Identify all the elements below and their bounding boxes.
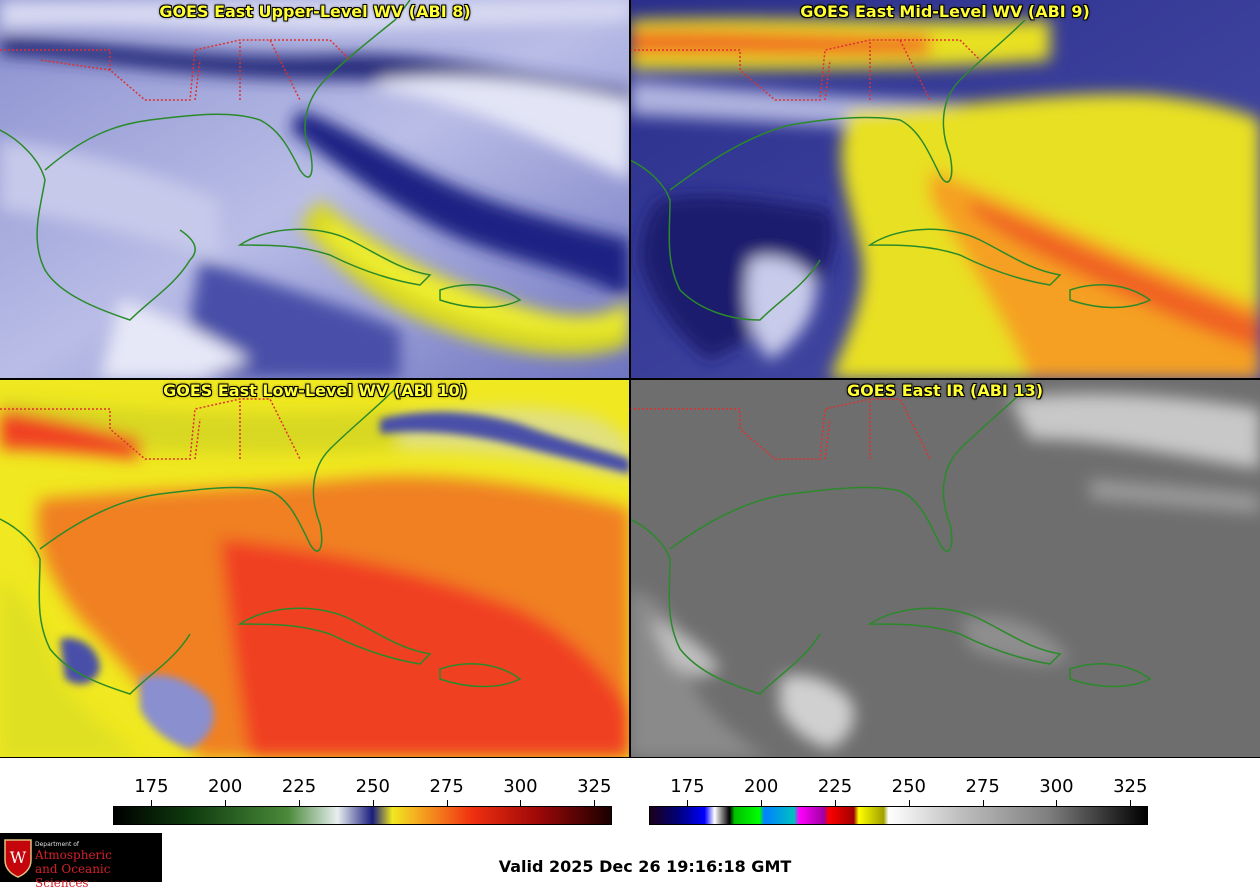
panel-bottom-border bbox=[0, 757, 1260, 758]
mid-level-wv-panel: GOES East Mid-Level WV (ABI 9) bbox=[630, 0, 1260, 379]
svg-text:W: W bbox=[10, 848, 27, 867]
uw-seal-icon: W bbox=[4, 839, 32, 878]
low-level-wv-panel: GOES East Low-Level WV (ABI 10) bbox=[0, 379, 630, 758]
panel-title: GOES East Mid-Level WV (ABI 9) bbox=[800, 2, 1090, 21]
upper-level-wv-image bbox=[0, 0, 630, 379]
wv-colorbar bbox=[113, 806, 612, 825]
ir-panel: GOES East IR (ABI 13) bbox=[630, 379, 1260, 758]
tick-mark bbox=[520, 800, 522, 806]
logo-name-line1: Atmospheric bbox=[35, 848, 112, 862]
state-borders bbox=[630, 398, 931, 460]
ir-colorbar bbox=[649, 806, 1148, 825]
mid-level-wv-image bbox=[630, 0, 1260, 379]
state-borders bbox=[630, 39, 981, 101]
tick-label: 175 bbox=[670, 776, 705, 797]
tick-mark bbox=[1130, 800, 1132, 806]
coastline bbox=[0, 0, 411, 321]
cuba-outline bbox=[237, 607, 432, 665]
tick-mark bbox=[446, 800, 448, 806]
upper-level-wv-panel: GOES East Upper-Level WV (ABI 8) bbox=[0, 0, 630, 379]
aos-logo: W Department of Atmospheric and Oceanic … bbox=[0, 833, 162, 890]
tick-label: 300 bbox=[503, 776, 538, 797]
tick-mark bbox=[372, 800, 374, 806]
low-level-wv-image bbox=[0, 379, 630, 758]
valid-time: Valid 2025 Dec 26 19:16:18 GMT bbox=[498, 857, 792, 876]
tick-mark bbox=[835, 800, 837, 806]
tick-mark bbox=[594, 800, 596, 806]
tick-mark bbox=[687, 800, 689, 806]
tick-mark bbox=[151, 800, 153, 806]
cuba-outline bbox=[867, 228, 1062, 286]
tick-mark bbox=[761, 800, 763, 806]
logo-name-line2: and Oceanic Sciences bbox=[35, 862, 111, 890]
tick-label: 275 bbox=[965, 776, 1000, 797]
tick-mark bbox=[225, 800, 227, 806]
panel-divider-horizontal bbox=[0, 378, 1260, 380]
coastline bbox=[630, 388, 1026, 695]
logo-dept-text: Department of bbox=[35, 841, 79, 848]
tick-label: 200 bbox=[744, 776, 779, 797]
state-borders bbox=[0, 39, 351, 101]
tick-label: 225 bbox=[281, 776, 317, 797]
cuba-outline bbox=[237, 228, 432, 286]
cuba-outline bbox=[867, 607, 1062, 665]
tick-mark bbox=[299, 800, 301, 806]
coastline bbox=[0, 388, 396, 695]
tick-mark bbox=[1056, 800, 1058, 806]
tick-label: 225 bbox=[817, 776, 853, 797]
hispaniola-outline bbox=[439, 284, 522, 309]
wv-color-scale: 175 200 225 250 275 300 325 bbox=[113, 770, 612, 830]
panel-title: GOES East Upper-Level WV (ABI 8) bbox=[159, 2, 471, 21]
tick-mark bbox=[982, 800, 984, 806]
hispaniola-outline bbox=[1069, 663, 1152, 688]
tick-label: 325 bbox=[1113, 776, 1148, 797]
tick-label: 275 bbox=[429, 776, 464, 797]
hispaniola-outline bbox=[1069, 284, 1152, 309]
panel-title: GOES East Low-Level WV (ABI 10) bbox=[163, 381, 467, 400]
tick-mark bbox=[908, 800, 910, 806]
tick-label: 200 bbox=[208, 776, 243, 797]
wv-tick-labels: 175 200 225 250 275 300 325 bbox=[113, 770, 612, 797]
tick-label: 175 bbox=[134, 776, 169, 797]
ir-color-scale: 175 200 225 250 275 300 325 bbox=[649, 770, 1148, 830]
coastline bbox=[630, 19, 1026, 321]
panel-title: GOES East IR (ABI 13) bbox=[846, 381, 1044, 400]
hispaniola-outline bbox=[439, 663, 522, 688]
tick-label: 300 bbox=[1039, 776, 1074, 797]
tick-label: 250 bbox=[891, 776, 927, 797]
tick-label: 325 bbox=[577, 776, 612, 797]
state-borders bbox=[0, 398, 301, 460]
ir-image bbox=[630, 379, 1260, 758]
ir-tick-labels: 175 200 225 250 275 300 325 bbox=[649, 770, 1148, 797]
tick-label: 250 bbox=[355, 776, 391, 797]
